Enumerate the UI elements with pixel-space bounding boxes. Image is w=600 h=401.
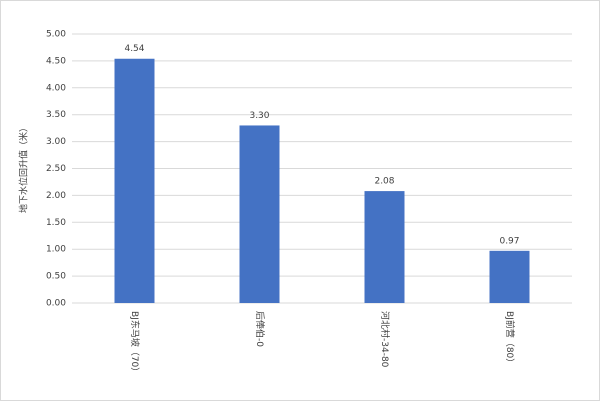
y-tick-label: 3.50	[46, 110, 66, 120]
x-tick-label: BJ东马坡（70）	[129, 311, 141, 376]
bar	[114, 58, 155, 303]
x-tick-label: 后俸伯-0	[254, 311, 266, 347]
y-tick-label: 2.00	[46, 191, 66, 201]
value-label: 0.97	[499, 236, 519, 246]
y-tick-label: 5.00	[46, 30, 66, 40]
y-axis-label: 地下水位回升值（米）	[18, 123, 30, 213]
bar	[364, 191, 405, 303]
x-tick-label: 河北村-34-80	[379, 311, 391, 368]
y-tick-label: 4.50	[46, 56, 66, 66]
y-tick-label: 2.50	[46, 164, 66, 174]
bar	[239, 125, 280, 304]
y-tick-label: 3.00	[46, 137, 66, 147]
y-tick-label: 4.00	[46, 83, 66, 93]
y-tick-label: 1.50	[46, 218, 66, 228]
y-tick-label: 1.00	[46, 245, 66, 255]
bar	[489, 250, 530, 303]
value-label: 3.30	[249, 111, 269, 121]
x-tick-label: BJ前营（80）	[504, 311, 516, 367]
y-tick-label: 0.50	[46, 272, 66, 282]
value-label: 2.08	[374, 177, 394, 187]
value-label: 4.54	[124, 44, 144, 54]
y-tick-label: 0.00	[46, 299, 66, 309]
